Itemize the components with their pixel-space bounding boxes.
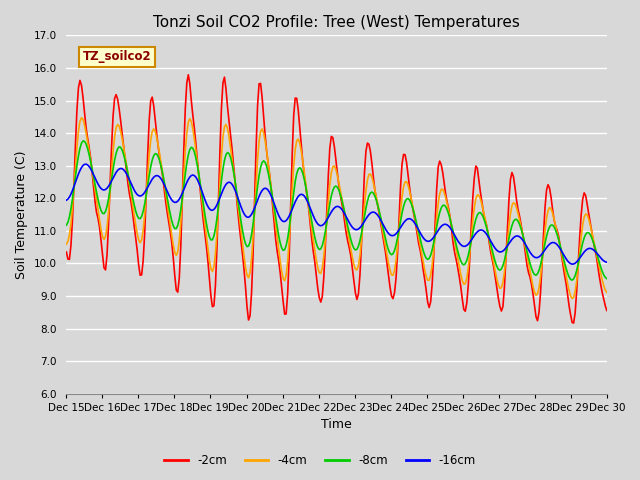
-4cm <box>603 289 611 295</box>
-2cm <box>225 118 233 123</box>
Y-axis label: Soil Temperature (C): Soil Temperature (C) <box>15 150 28 279</box>
-16cm <box>576 255 584 261</box>
-2cm <box>603 308 611 313</box>
-8cm <box>243 244 251 250</box>
-4cm <box>243 272 251 278</box>
-4cm <box>63 241 70 247</box>
Line: -16cm: -16cm <box>67 164 607 264</box>
-8cm <box>79 138 87 144</box>
Legend: -2cm, -4cm, -8cm, -16cm: -2cm, -4cm, -8cm, -16cm <box>159 449 481 472</box>
-16cm <box>603 259 611 265</box>
-2cm <box>129 210 136 216</box>
-8cm <box>131 202 138 207</box>
-8cm <box>576 254 584 260</box>
-8cm <box>252 196 260 202</box>
-4cm <box>576 249 584 255</box>
Title: Tonzi Soil CO2 Profile: Tree (West) Temperatures: Tonzi Soil CO2 Profile: Tree (West) Temp… <box>153 15 520 30</box>
Line: -4cm: -4cm <box>67 118 607 299</box>
-16cm <box>252 201 260 207</box>
-2cm <box>570 320 577 326</box>
-2cm <box>63 249 70 255</box>
-4cm <box>252 181 260 187</box>
-16cm <box>131 187 138 193</box>
-8cm <box>300 176 308 182</box>
-4cm <box>225 133 233 139</box>
-8cm <box>568 277 576 283</box>
X-axis label: Time: Time <box>321 419 352 432</box>
-8cm <box>603 276 611 281</box>
-8cm <box>225 151 233 156</box>
-2cm <box>300 172 308 178</box>
-16cm <box>243 214 251 220</box>
-4cm <box>568 296 576 301</box>
-16cm <box>225 180 233 185</box>
-2cm <box>243 304 251 310</box>
-16cm <box>300 193 308 199</box>
-16cm <box>82 161 90 167</box>
-8cm <box>63 222 70 228</box>
Line: -2cm: -2cm <box>67 75 607 323</box>
Line: -8cm: -8cm <box>67 141 607 280</box>
-2cm <box>252 146 260 152</box>
-4cm <box>131 212 138 218</box>
-16cm <box>63 197 70 203</box>
Text: TZ_soilco2: TZ_soilco2 <box>83 50 151 63</box>
-2cm <box>184 72 192 78</box>
-16cm <box>568 261 576 267</box>
-2cm <box>576 235 584 241</box>
-4cm <box>77 115 85 120</box>
-4cm <box>300 168 308 174</box>
